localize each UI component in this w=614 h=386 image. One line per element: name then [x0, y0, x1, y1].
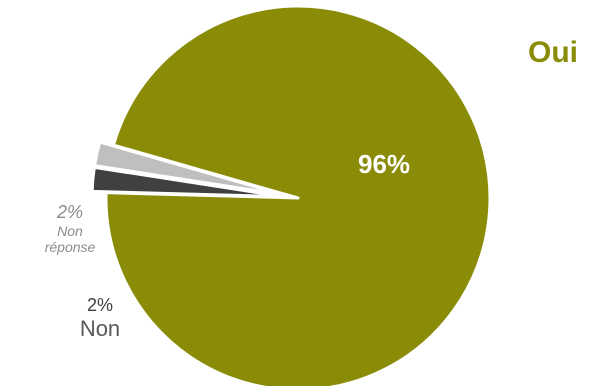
slice-value-label-non: 2% — [86, 295, 113, 315]
slice-label-non-reponse-line1: Non — [57, 222, 83, 239]
pie-slice-non-reponse — [90, 165, 286, 199]
slice-value-label-oui: 96% — [358, 149, 411, 179]
pie-slice-non — [93, 140, 286, 197]
slice-label-group-non-reponse: 2% Non réponse — [22, 202, 118, 255]
slice-label-non: Non — [79, 315, 121, 341]
slice-label-non-reponse-line2: réponse — [44, 238, 96, 255]
slice-label-group-non: 2% Non — [60, 295, 140, 341]
slice-label-oui: Oui — [528, 36, 578, 69]
slice-value-label-non-reponse: 2% — [56, 202, 83, 222]
pie-slice-oui — [104, 4, 492, 386]
